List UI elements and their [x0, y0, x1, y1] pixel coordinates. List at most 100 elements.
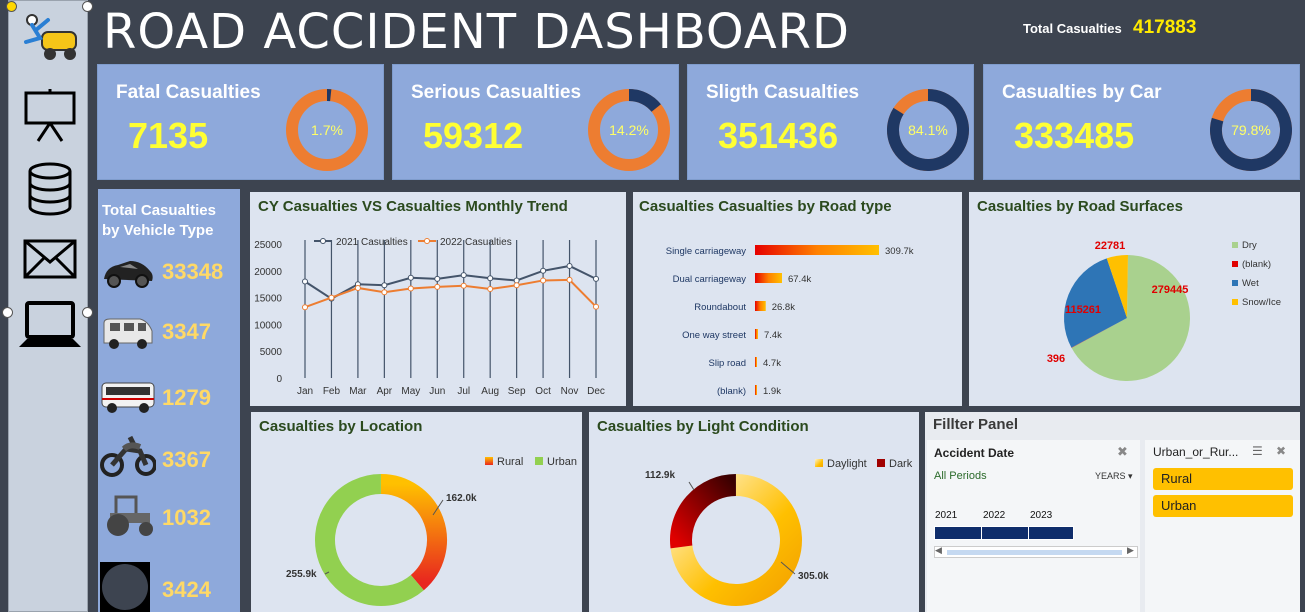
header: ROAD ACCIDENT DASHBOARD Total Casualties…: [97, 4, 1300, 60]
chart-title: Casualties Casualties by Road type: [639, 198, 892, 215]
legend-swatch: [1232, 261, 1238, 267]
legend-swatch: [1232, 280, 1238, 286]
series-line: [304, 278, 597, 309]
database-icon[interactable]: [17, 159, 83, 219]
selection-handle[interactable]: [82, 307, 93, 318]
kpi-percent-label: 79.8%: [1231, 122, 1271, 138]
category-label: (blank): [717, 386, 746, 397]
legend-label: 2021 Casualties: [336, 237, 408, 248]
van-icon: [103, 318, 153, 349]
clear-filter-icon[interactable]: ✖: [1117, 444, 1128, 459]
vehicle-panel-title-line: by Vehicle Type: [102, 222, 214, 239]
kpi-donut: 1.7%: [286, 89, 368, 171]
data-point: [460, 282, 467, 289]
timeline-bar[interactable]: [934, 526, 1074, 540]
data-label: 7.4k: [764, 330, 782, 341]
bar: [755, 357, 757, 367]
filter-panel: Fillter Panel Accident Date ✖ All Period…: [925, 412, 1300, 612]
x-tick-label: Sep: [508, 386, 526, 397]
all-periods-label: All Periods: [934, 470, 987, 482]
legend-swatch: [815, 459, 823, 467]
dashboard-title: ROAD ACCIDENT DASHBOARD: [103, 4, 850, 60]
y-tick-label: 15000: [254, 294, 282, 305]
leader-line: [324, 571, 330, 575]
kpi-percent-label: 1.7%: [311, 122, 343, 138]
legend-label: Rural: [497, 456, 523, 468]
legend-swatch: [1232, 299, 1238, 305]
other-vehicle-icon: [100, 562, 150, 612]
mail-icon[interactable]: [17, 229, 83, 289]
legend-label: (blank): [1242, 259, 1271, 270]
legend-swatch: [1232, 242, 1238, 248]
total-casualties-label: Total Casualties: [1023, 21, 1122, 36]
selection-handle[interactable]: [2, 307, 13, 318]
data-point: [302, 304, 308, 311]
data-label: 255.9k: [286, 569, 317, 580]
data-point: [302, 278, 308, 285]
scroll-right-icon[interactable]: ▶: [1127, 545, 1134, 555]
data-point: [407, 274, 414, 281]
chart-title: Casualties by Light Condition: [597, 418, 809, 435]
y-tick-label: 0: [276, 374, 282, 385]
bar: [755, 385, 757, 395]
selection-handle[interactable]: [82, 1, 93, 12]
location-slicer-title: Urban_or_Rur...: [1153, 445, 1239, 459]
bar: [755, 245, 879, 255]
kpi-label: Serious Casualties: [411, 82, 582, 103]
vehicle-value: 3424: [162, 577, 211, 602]
scroll-left-icon[interactable]: ◀: [935, 545, 942, 555]
data-point: [540, 277, 547, 284]
tractor-icon: [107, 495, 153, 536]
data-label: 396: [1047, 353, 1065, 365]
legend-label: Urban: [547, 456, 577, 468]
vehicle-value: 1032: [162, 505, 211, 530]
kpi-label: Sligth Casualties: [706, 82, 860, 103]
kpi-value: 59312: [423, 115, 524, 156]
legend-label: Snow/Ice: [1242, 297, 1281, 308]
pie-slice: [1071, 318, 1127, 348]
bar: [755, 329, 758, 339]
y-tick-label: 10000: [254, 320, 282, 331]
data-label: 67.4k: [788, 274, 811, 285]
kpi-card-car: Casualties by Car 333485 79.8%: [983, 64, 1300, 180]
legend-marker: [424, 238, 430, 244]
light-condition-chart: 112.9k 305.0k Daylight Dark: [645, 458, 913, 606]
chart-title: CY Casualties VS Casualties Monthly Tren…: [258, 198, 568, 215]
total-casualties-value: 417883: [1133, 17, 1197, 38]
location-panel: Casualties by Location 162.0k 255.9k Rural…: [251, 412, 582, 612]
time-level-dropdown[interactable]: YEARS ▾: [1095, 471, 1133, 482]
clear-filter-icon[interactable]: ✖: [1276, 444, 1287, 458]
slicer-option-rural[interactable]: Rural: [1153, 468, 1293, 490]
road-type-panel: Casualties Casualties by Road type Singl…: [633, 192, 962, 406]
data-point: [354, 284, 361, 291]
data-point: [434, 275, 441, 282]
kpi-donut-share: [628, 89, 661, 113]
data-label: 26.8k: [772, 302, 795, 313]
selection-handle[interactable]: [6, 1, 17, 12]
slicer-option-urban[interactable]: Urban: [1153, 495, 1293, 517]
legend-label: 2022 Casualties: [440, 237, 512, 248]
series-line: [304, 264, 597, 300]
pie-slice: [1064, 258, 1127, 348]
x-tick-label: Dec: [587, 386, 605, 397]
y-tick-label: 25000: [254, 240, 282, 251]
pie-slice: [1106, 255, 1128, 318]
multi-select-icon[interactable]: ☰: [1252, 444, 1263, 458]
legend-swatch: [877, 459, 885, 467]
legend-marker: [320, 238, 326, 244]
presentation-board-icon[interactable]: [17, 85, 83, 145]
kpi-label: Fatal Casualties: [116, 82, 261, 103]
bar: [755, 301, 766, 311]
vehicle-value: 33348: [162, 259, 224, 284]
vehicle-type-panel: Total Casualties by Vehicle Type 33348 3…: [98, 189, 240, 612]
accident-icon[interactable]: [17, 7, 83, 67]
bar: [755, 273, 782, 283]
data-point: [513, 277, 520, 284]
kpi-value: 351436: [718, 115, 839, 156]
data-point: [540, 267, 547, 274]
laptop-icon[interactable]: [17, 295, 83, 355]
vehicle-value: 3347: [162, 319, 211, 344]
leader-line: [780, 561, 796, 575]
timeline-scrollbar[interactable]: ◀ ▶: [934, 545, 1138, 558]
date-slicer-title: Accident Date: [934, 446, 1015, 460]
